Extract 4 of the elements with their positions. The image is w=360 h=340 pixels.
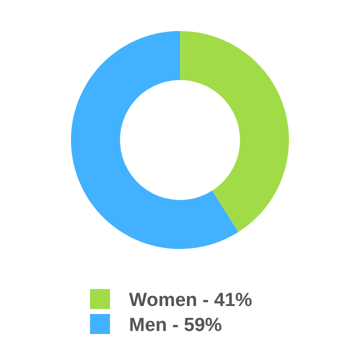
donut-slice <box>180 31 289 232</box>
donut-slice <box>71 31 238 249</box>
legend-label: Women - 41% <box>129 290 252 311</box>
legend-label: Men - 59% <box>129 315 222 336</box>
